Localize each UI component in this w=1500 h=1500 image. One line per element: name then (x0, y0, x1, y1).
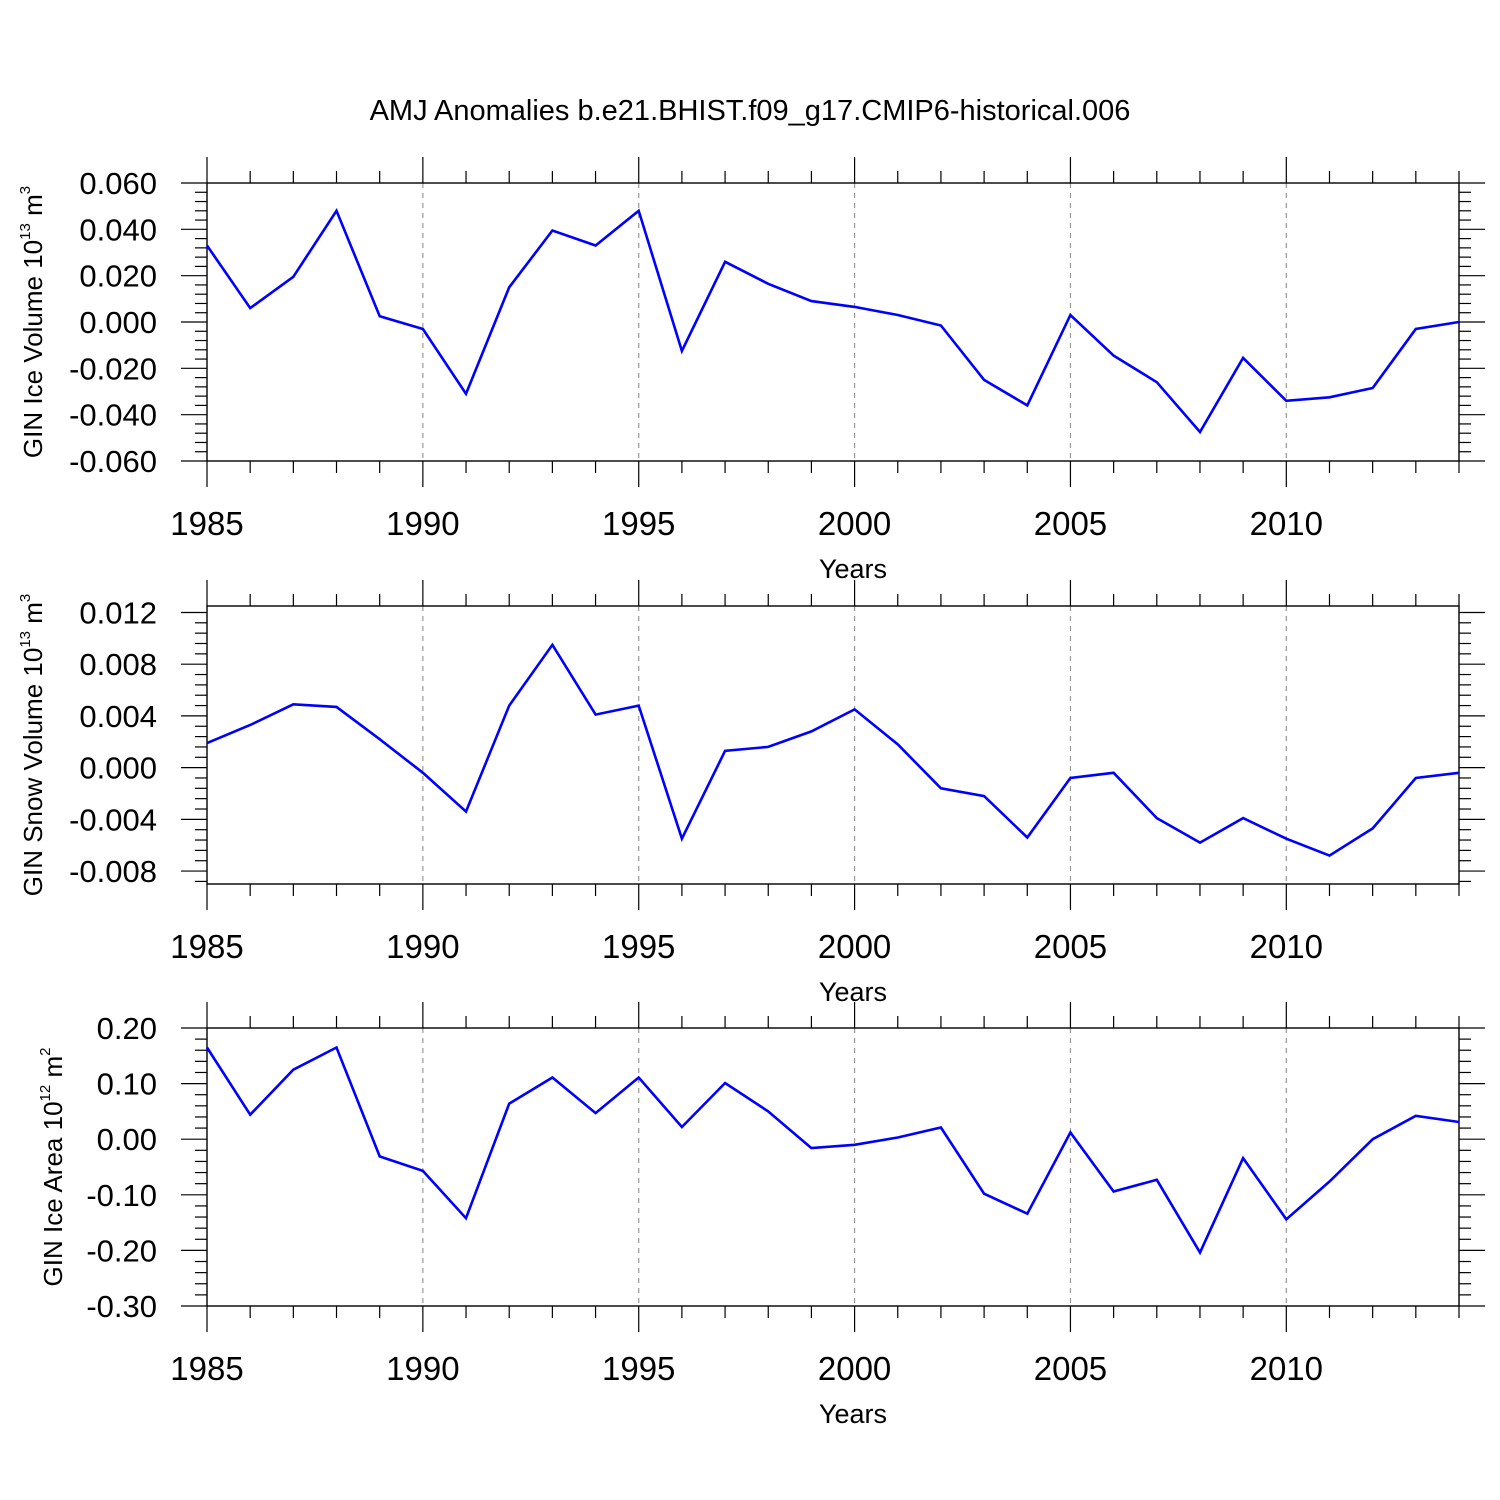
y-tick-label: -0.040 (69, 398, 157, 433)
x-tick-label: 1985 (170, 505, 243, 542)
x-axis-label: Years (819, 554, 887, 584)
x-tick-label: 2005 (1034, 505, 1107, 542)
y-axis-label-superscript: 2 (37, 1048, 54, 1056)
y-axis-label-superscript: 3 (17, 594, 34, 602)
x-tick-label: 2010 (1250, 1350, 1323, 1387)
x-tick-label: 1990 (386, 928, 459, 965)
y-tick-label: 0.000 (79, 305, 157, 340)
y-axis-label-superscript: 3 (17, 186, 34, 194)
y-axis-label-superscript: 12 (37, 1085, 54, 1102)
x-axis-label: Years (819, 1399, 887, 1429)
series-line (205, 1045, 1460, 1256)
x-axis-label: Years (819, 977, 887, 1007)
x-tick-label: 1985 (170, 1350, 243, 1387)
y-axis-label-part: GIN Ice Area 10 (38, 1101, 68, 1286)
x-tick-label: 1990 (386, 505, 459, 542)
y-tick-label: 0.20 (97, 1011, 157, 1046)
y-tick-label: -0.060 (69, 444, 157, 479)
y-axis-label: GIN Snow Volume 1013 m3 (17, 594, 48, 897)
y-axis-label-part: m (38, 1056, 68, 1085)
x-tick-label: 2000 (818, 928, 891, 965)
y-axis-label: GIN Ice Volume 1013 m3 (17, 186, 48, 458)
x-tick-label: 2005 (1034, 1350, 1107, 1387)
panel-ice-area: -0.30 -0.20 -0.10 0.00 0.10 0.20 1985 1990 1995 2… (37, 1002, 1485, 1429)
x-tick-label: 1995 (602, 1350, 675, 1387)
x-tick-label: 1995 (602, 928, 675, 965)
y-tick-label: -0.10 (86, 1178, 157, 1213)
y-tick-label: 0.040 (79, 212, 157, 247)
y-axis-label-part: m (18, 602, 48, 631)
y-axis-label-part: GIN Ice Volume 10 (18, 240, 48, 458)
x-tick-label: 2000 (818, 1350, 891, 1387)
y-axis-label-superscript: 13 (17, 223, 34, 240)
y-axis-label-part: m (18, 194, 48, 223)
y-tick-label: -0.20 (86, 1233, 157, 1268)
y-tick-label: 0.000 (79, 751, 157, 786)
y-axis-label-superscript: 13 (17, 631, 34, 648)
y-tick-label: 0.012 (79, 595, 157, 630)
x-tick-label: 1990 (386, 1350, 459, 1387)
y-axis-label-part: GIN Snow Volume 10 (18, 648, 48, 897)
y-tick-label: -0.008 (69, 854, 157, 889)
x-tick-label: 2000 (818, 505, 891, 542)
y-tick-label: 0.008 (79, 647, 157, 682)
plot-frame (206, 1027, 1460, 1307)
panel-ice-volume: -0.060 -0.040 -0.020 0.000 0.020 0.040 0.060 19… (17, 157, 1485, 584)
y-tick-label: 0.020 (79, 259, 157, 294)
y-axis-label: GIN Ice Area 1012 m2 (37, 1048, 68, 1287)
y-tick-label: 0.00 (97, 1122, 157, 1157)
series-line (206, 642, 1460, 858)
x-tick-label: 2005 (1034, 928, 1107, 965)
plot-frame (206, 605, 1460, 885)
x-tick-label: 1995 (602, 505, 675, 542)
y-tick-label: -0.30 (86, 1289, 157, 1324)
x-tick-label: 1985 (170, 928, 243, 965)
series-line (205, 208, 1460, 435)
y-tick-label: 0.004 (79, 699, 157, 734)
y-tick-label: 0.060 (79, 166, 157, 201)
y-tick-label: -0.004 (69, 802, 157, 837)
figure-title: AMJ Anomalies b.e21.BHIST.f09_g17.CMIP6-… (370, 95, 1131, 127)
x-tick-label: 2010 (1250, 505, 1323, 542)
panel-snow-volume: -0.008 -0.004 0.000 0.004 0.008 0.012 1985 1990… (17, 580, 1485, 1007)
y-tick-label: -0.020 (69, 351, 157, 386)
x-tick-label: 2010 (1250, 928, 1323, 965)
y-tick-label: 0.10 (97, 1067, 157, 1102)
